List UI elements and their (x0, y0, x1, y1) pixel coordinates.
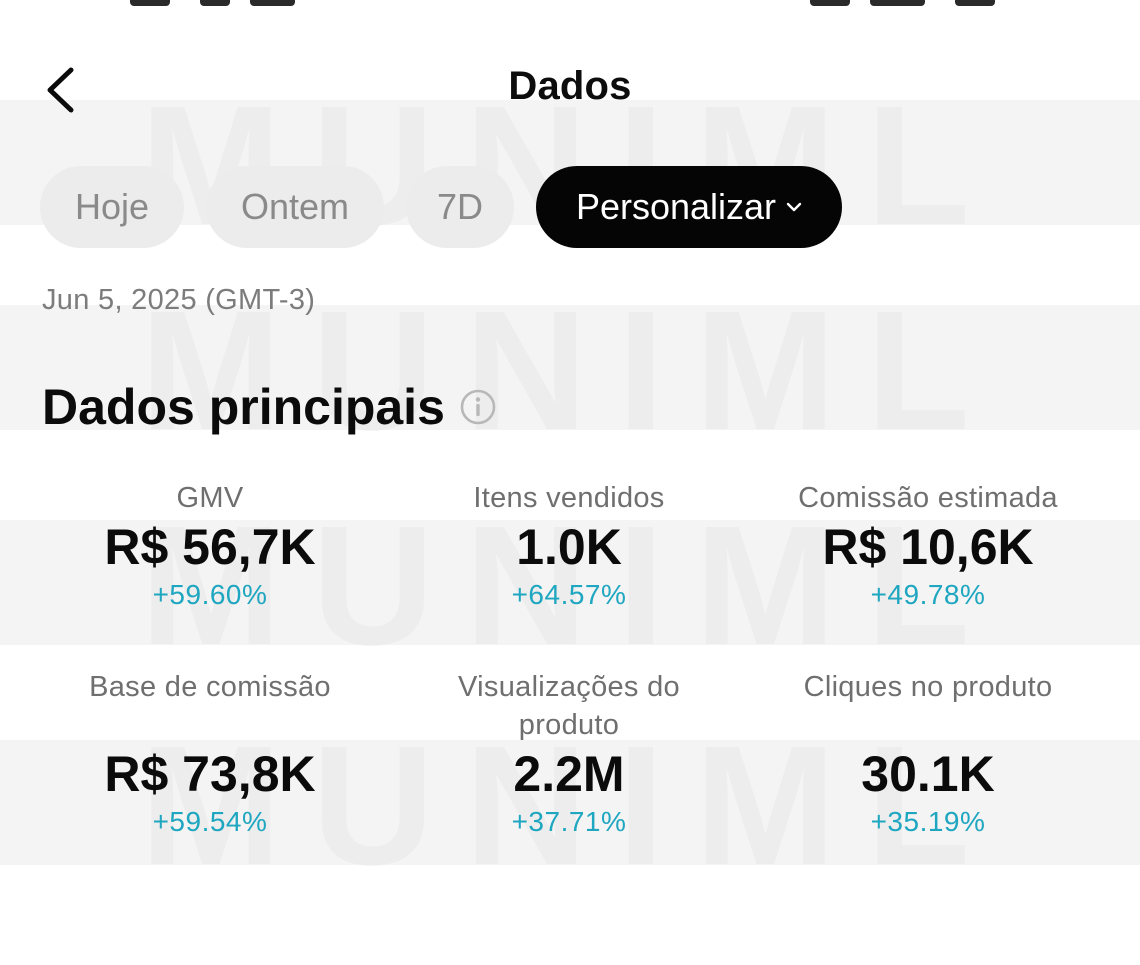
chevron-left-icon (47, 67, 74, 113)
metric-label: Itens vendidos (473, 482, 665, 514)
date-label: Jun 5, 2025 (GMT-3) (42, 284, 316, 316)
tab-label: Hoje (74, 186, 150, 227)
metric-label: Visualizações do produto (458, 671, 680, 741)
tab-label: Personalizar (575, 186, 777, 227)
section-title: Dados principais (42, 378, 497, 436)
tab-personalizar[interactable]: Personalizar (536, 166, 842, 248)
back-button[interactable] (36, 62, 84, 118)
metric-change: +49.78% (870, 579, 986, 610)
tab-hoje[interactable]: Hoje (40, 166, 184, 248)
metric-label: Base de comissão (89, 671, 331, 703)
section-title-text: Dados principais (42, 379, 445, 435)
metric-label: Comissão estimada (798, 482, 1058, 514)
metric-cliques-no-produto[interactable]: Cliques no produto 30.1K +35.19% (748, 668, 1108, 840)
metric-label: GMV (176, 482, 244, 514)
tab-7d[interactable]: 7D (406, 166, 514, 248)
metric-value: R$ 10,6K (822, 519, 1034, 575)
metric-visualizacoes-do-produto[interactable]: Visualizações do produto 2.2M +37.71% (389, 668, 749, 840)
chevron-down-icon (786, 202, 802, 212)
metric-change: +64.57% (511, 579, 627, 610)
metric-change: +37.71% (511, 806, 627, 837)
metric-value: 2.2M (513, 746, 625, 802)
metric-gmv[interactable]: GMV R$ 56,7K +59.60% (30, 479, 390, 613)
info-icon[interactable] (459, 388, 497, 426)
metric-value: 30.1K (861, 746, 995, 802)
metric-value: R$ 73,8K (104, 746, 316, 802)
metric-label: Cliques no produto (803, 671, 1053, 703)
tab-ontem[interactable]: Ontem (206, 166, 384, 248)
metric-comissao-estimada[interactable]: Comissão estimada R$ 10,6K +49.78% (748, 479, 1108, 613)
metric-change: +35.19% (870, 806, 986, 837)
metric-change: +59.54% (152, 806, 268, 837)
metric-value: R$ 56,7K (104, 519, 316, 575)
metric-itens-vendidos[interactable]: Itens vendidos 1.0K +64.57% (389, 479, 749, 613)
page-title: Dados (508, 64, 632, 108)
metric-change: +59.60% (152, 579, 268, 610)
metric-base-de-comissao[interactable]: Base de comissão R$ 73,8K +59.54% (30, 668, 390, 840)
status-bar-fragment (0, 0, 1140, 12)
tab-label: Ontem (240, 186, 350, 227)
tab-label: 7D (436, 186, 484, 227)
date-range-tabs: Hoje Ontem 7D Personalizar (40, 166, 842, 248)
metric-value: 1.0K (516, 519, 622, 575)
